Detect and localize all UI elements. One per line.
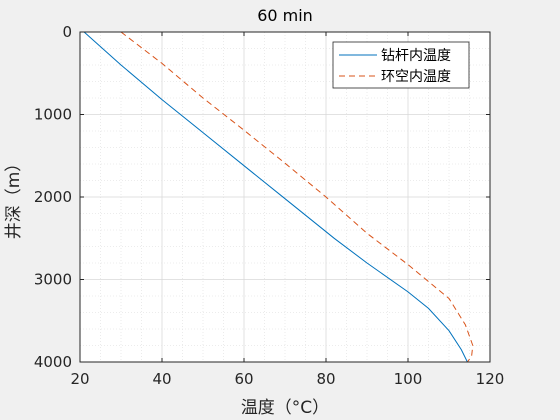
series-line-1 bbox=[120, 31, 474, 363]
x-tick-label: 100 bbox=[394, 370, 423, 388]
y-tick-label: 3000 bbox=[34, 271, 72, 289]
x-tick-label: 80 bbox=[316, 370, 335, 388]
y-tick-label: 0 bbox=[62, 23, 72, 41]
legend-label-1: 环空内温度 bbox=[381, 69, 451, 85]
series-line-0 bbox=[83, 31, 468, 363]
y-tick-label: 4000 bbox=[34, 353, 72, 371]
y-axis-label: 井深（m） bbox=[4, 155, 24, 240]
legend-box bbox=[332, 41, 470, 89]
x-tick-label: 60 bbox=[234, 370, 253, 388]
x-tick-label: 120 bbox=[476, 370, 505, 388]
ticks: 20 40 60 80 100 120 0 1000 2000 3000 4000 bbox=[34, 23, 505, 388]
y-tick-label: 2000 bbox=[34, 188, 72, 206]
x-tick-label: 40 bbox=[152, 370, 171, 388]
chart-title: 60 min bbox=[257, 6, 313, 25]
legend-label-0: 钻杆内温度 bbox=[381, 48, 451, 64]
legend: 钻杆内温度 环空内温度 bbox=[332, 41, 470, 89]
x-axis-label: 温度（°C） bbox=[241, 398, 329, 418]
series-lines bbox=[83, 31, 474, 363]
x-tick-label: 20 bbox=[70, 370, 89, 388]
y-tick-label: 1000 bbox=[34, 106, 72, 124]
